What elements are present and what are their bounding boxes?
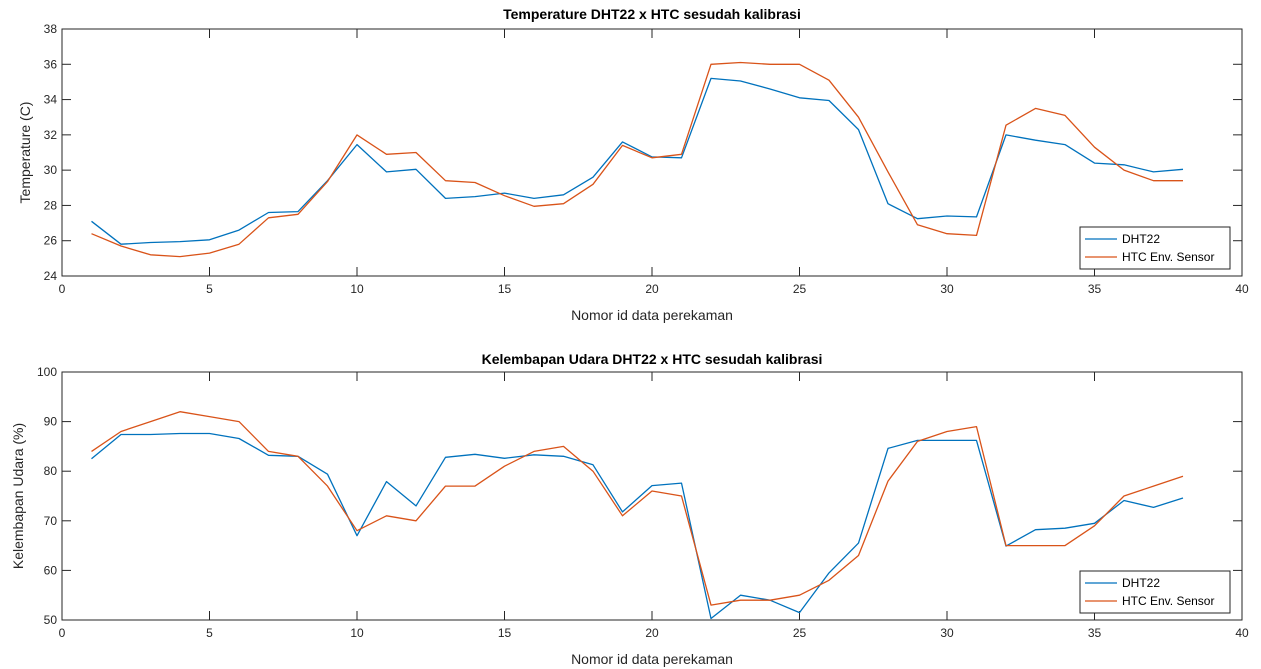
x-axis-label: Nomor id data perekaman [571, 307, 733, 323]
x-tick-label: 20 [645, 626, 659, 640]
x-tick-label: 40 [1235, 626, 1249, 640]
y-tick-label: 32 [44, 128, 58, 142]
series-line-htc-env-sensor [91, 411, 1184, 606]
x-tick-label: 15 [498, 626, 512, 640]
plot-area [61, 371, 1243, 621]
y-tick-label: 60 [44, 563, 58, 577]
y-tick-label: 34 [44, 93, 58, 107]
y-tick-label: 26 [44, 234, 58, 248]
y-tick-label: 36 [44, 57, 58, 71]
y-tick-label: 100 [37, 365, 57, 379]
x-tick-label: 0 [59, 626, 66, 640]
y-tick-label: 24 [44, 269, 58, 283]
legend-label: HTC Env. Sensor [1122, 594, 1214, 608]
x-tick-label: 30 [940, 626, 954, 640]
x-tick-label: 35 [1088, 282, 1102, 296]
x-tick-label: 30 [940, 282, 954, 296]
chart-2: Kelembapan Udara DHT22 x HTC sesudah kal… [10, 351, 1249, 667]
y-tick-label: 28 [44, 198, 58, 212]
chart-1: Temperature DHT22 x HTC sesudah kalibras… [17, 6, 1249, 323]
x-tick-label: 40 [1235, 282, 1249, 296]
series-line-dht22 [91, 77, 1184, 245]
legend: DHT22 HTC Env. Sensor [1079, 226, 1231, 270]
x-axis-label: Nomor id data perekaman [571, 651, 733, 667]
legend-label: DHT22 [1122, 232, 1160, 246]
x-tick-label: 5 [206, 626, 213, 640]
y-tick-label: 50 [44, 613, 58, 627]
x-tick-label: 35 [1088, 626, 1102, 640]
x-tick-label: 15 [498, 282, 512, 296]
y-axis-label: Kelembapan Udara (%) [10, 423, 26, 569]
y-tick-label: 90 [44, 415, 58, 429]
series-line-htc-env-sensor [91, 61, 1183, 258]
x-tick-label: 5 [206, 282, 213, 296]
chart-title: Temperature DHT22 x HTC sesudah kalibras… [503, 6, 801, 22]
legend-label: HTC Env. Sensor [1122, 250, 1214, 264]
x-tick-label: 0 [59, 282, 66, 296]
x-tick-label: 25 [793, 282, 807, 296]
x-tick-label: 10 [350, 626, 364, 640]
x-tick-label: 10 [350, 282, 364, 296]
legend-box [1079, 226, 1231, 270]
legend: DHT22 HTC Env. Sensor [1079, 570, 1231, 614]
y-axis-label: Temperature (C) [17, 102, 33, 204]
legend-label: DHT22 [1122, 576, 1160, 590]
y-tick-label: 80 [44, 464, 58, 478]
y-tick-label: 30 [44, 163, 58, 177]
series-line-dht22 [91, 432, 1184, 620]
y-tick-label: 70 [44, 514, 58, 528]
y-tick-label: 38 [44, 22, 58, 36]
chart-title: Kelembapan Udara DHT22 x HTC sesudah kal… [482, 351, 823, 367]
plot-area [61, 28, 1243, 277]
x-tick-label: 25 [793, 626, 807, 640]
legend-box [1079, 570, 1231, 614]
x-tick-label: 20 [645, 282, 659, 296]
